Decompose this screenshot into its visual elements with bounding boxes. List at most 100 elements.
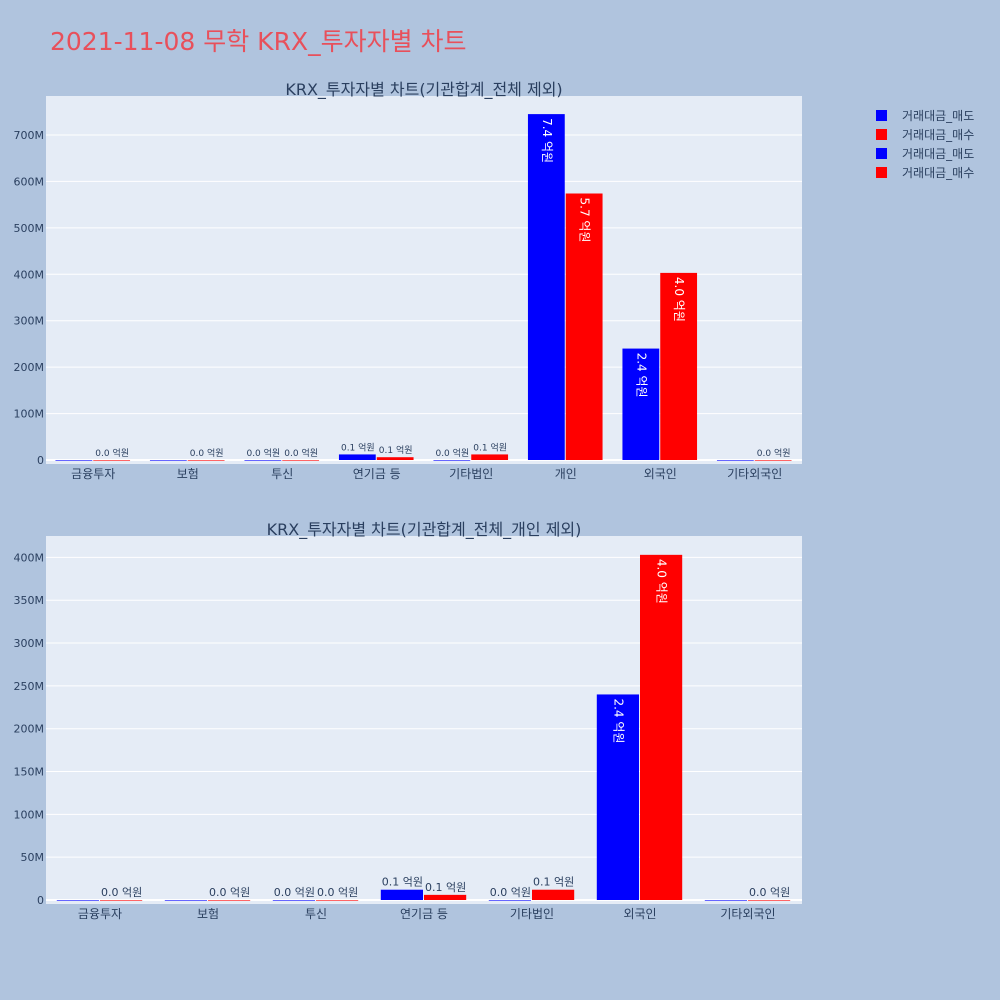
y-tick-label: 300M (14, 315, 45, 328)
legend-item[interactable]: 거래대금_매도 (876, 106, 974, 125)
x-tick-label: 연기금 등 (400, 907, 448, 921)
bar (55, 460, 93, 461)
legend-label: 거래대금_매도 (902, 147, 975, 161)
data-label: 0.0 억원 (435, 447, 469, 459)
bar (149, 460, 187, 461)
x-tick-label: 금융투자 (78, 907, 122, 921)
bar (376, 457, 414, 460)
data-label: 4.0 억원 (655, 559, 669, 604)
bar (56, 900, 99, 901)
x-tick-label: 보험 (177, 467, 199, 481)
data-label: 0.0 억원 (317, 886, 358, 899)
x-tick-label: 금융투자 (71, 467, 115, 481)
x-tick-label: 기타법인 (510, 907, 554, 921)
y-tick-label: 600M (14, 175, 45, 188)
bar (527, 114, 565, 460)
bar (380, 889, 423, 900)
bar (272, 900, 315, 901)
bar (716, 460, 754, 461)
legend-item[interactable]: 거래대금_매도 (876, 144, 974, 163)
bar (244, 460, 282, 461)
y-tick-label: 400M (14, 268, 45, 281)
data-label: 0.0 억원 (95, 447, 129, 459)
data-label: 0.1 억원 (382, 876, 423, 889)
bar (704, 900, 747, 901)
bar (640, 554, 683, 900)
legend-label: 거래대금_매수 (902, 166, 975, 180)
data-label: 0.0 억원 (490, 886, 531, 899)
chart-title: KRX_투자자별 차트(기관합계_전체 제외) (285, 80, 562, 100)
data-label: 0.0 억원 (284, 447, 318, 459)
y-tick-label: 250M (14, 680, 45, 693)
x-tick-label: 외국인 (644, 467, 677, 481)
data-label: 0.1 억원 (379, 444, 413, 456)
data-label: 0.1 억원 (425, 881, 466, 894)
page-title: 2021-11-08 무학 KRX_투자자별 차트 (50, 27, 467, 56)
data-label: 2.4 억원 (634, 353, 648, 398)
y-tick-label: 100M (14, 808, 45, 821)
data-label: 0.0 억원 (757, 447, 791, 459)
bar (100, 900, 143, 901)
data-label: 0.0 억원 (101, 886, 142, 899)
legend-swatch-buy (876, 167, 887, 178)
x-tick-label: 기타외국인 (727, 467, 782, 481)
x-tick-label: 보험 (197, 907, 219, 921)
y-tick-label: 100M (14, 408, 45, 421)
legend-swatch-sell (876, 110, 887, 121)
data-label: 0.0 억원 (209, 886, 250, 899)
bar (93, 460, 131, 461)
x-tick-label: 기타외국인 (720, 907, 775, 921)
bar (748, 900, 791, 901)
x-tick-label: 개인 (555, 467, 577, 481)
data-label: 0.0 억원 (246, 447, 280, 459)
x-tick-label: 투신 (271, 467, 293, 481)
bar (424, 894, 467, 900)
y-tick-label: 200M (14, 723, 45, 736)
bar (282, 460, 320, 461)
bar (596, 694, 639, 900)
y-tick-label: 500M (14, 222, 45, 235)
legend[interactable]: 거래대금_매도 거래대금_매수 거래대금_매도 거래대금_매수 (876, 106, 974, 182)
legend-label: 거래대금_매수 (902, 128, 975, 142)
y-tick-label: 700M (14, 129, 45, 142)
x-tick-label: 기타법인 (449, 467, 493, 481)
bar (316, 900, 359, 901)
bar (660, 272, 698, 460)
data-label: 0.1 억원 (473, 441, 507, 453)
y-tick-label: 200M (14, 361, 45, 374)
legend-item[interactable]: 거래대금_매수 (876, 125, 974, 144)
bar (565, 193, 603, 460)
data-label: 5.7 억원 (578, 198, 592, 243)
data-label: 0.0 억원 (749, 886, 790, 899)
chart-title: KRX_투자자별 차트(기관합계_전체_개인 제외) (267, 520, 582, 540)
y-tick-label: 50M (21, 851, 45, 864)
bar (754, 460, 792, 461)
plot-area (46, 536, 802, 904)
legend-swatch-sell (876, 148, 887, 159)
bar (187, 460, 225, 461)
data-label: 7.4 억원 (540, 118, 554, 163)
legend-label: 거래대금_매도 (902, 109, 975, 123)
data-label: 2.4 억원 (611, 698, 625, 743)
y-tick-label: 400M (14, 551, 45, 564)
data-label: 0.0 억원 (190, 447, 224, 459)
legend-swatch-buy (876, 129, 887, 140)
bar (208, 900, 251, 901)
data-label: 0.0 억원 (274, 886, 315, 899)
y-tick-label: 0 (37, 894, 44, 907)
data-label: 4.0 억원 (672, 277, 686, 322)
y-tick-label: 350M (14, 594, 45, 607)
bar (532, 889, 575, 900)
bar (164, 900, 207, 901)
bar (622, 348, 660, 460)
y-tick-label: 150M (14, 766, 45, 779)
x-tick-label: 외국인 (623, 907, 656, 921)
y-tick-label: 0 (37, 454, 44, 467)
data-label: 0.1 억원 (533, 876, 574, 889)
x-tick-label: 연기금 등 (353, 467, 401, 481)
data-label: 0.1 억원 (341, 441, 375, 453)
y-tick-label: 300M (14, 637, 45, 650)
bar (433, 460, 471, 461)
legend-item[interactable]: 거래대금_매수 (876, 163, 974, 182)
x-tick-label: 투신 (305, 907, 327, 921)
